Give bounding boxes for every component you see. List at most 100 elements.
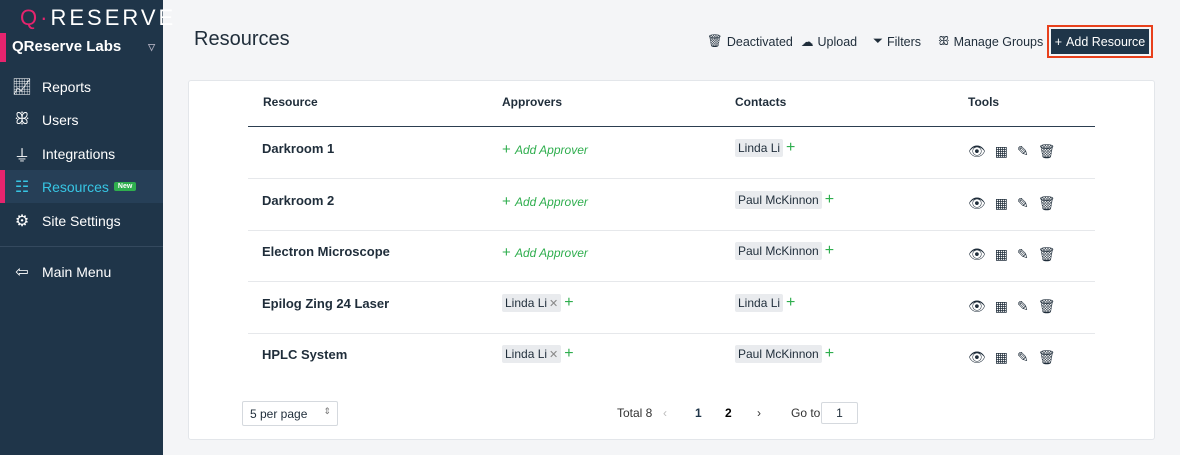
add-approver-label: Add Approver [514, 246, 588, 260]
contacts-cell: Paul McKinnon + [735, 242, 835, 261]
plug-icon: ⏚ [13, 147, 30, 165]
approver-tag: Linda Li ✕ [502, 345, 562, 364]
remove-icon[interactable]: ✕ [549, 297, 559, 310]
logo-dot: · [40, 5, 51, 30]
pencil-icon[interactable]: ✎ [1017, 297, 1029, 314]
manage-groups-label: Manage Groups [953, 34, 1044, 49]
new-badge: New [113, 182, 137, 191]
add-contact-plus-icon[interactable]: + [786, 139, 796, 156]
column-header-approvers: Approvers [502, 95, 563, 109]
manage-groups-button[interactable]: ꕥ Manage Groups [938, 34, 1043, 49]
approver-tag: Linda Li ✕ [502, 293, 562, 312]
org-selector[interactable]: QReserve Labs ▽ [0, 33, 163, 62]
pencil-icon[interactable]: ✎ [1017, 349, 1029, 365]
resource-name[interactable]: Darkroom 1 [262, 141, 335, 156]
prev-page-button[interactable]: ‹ [663, 406, 667, 420]
add-approver-plus-icon[interactable]: + [564, 345, 574, 362]
logo-text: RESERVE [50, 5, 177, 30]
calendar-icon[interactable]: ▦ [994, 194, 1009, 211]
filters-label: Filters [887, 34, 922, 49]
page-2-button[interactable]: 2 [725, 406, 732, 420]
users-icon: ꕥ [938, 34, 950, 48]
per-page-select[interactable]: 5 per page ⇕ [242, 401, 338, 426]
sidebar-item-users[interactable]: ꕥ Users [0, 103, 163, 136]
column-header-tools: Tools [968, 95, 1000, 109]
plus-icon: + [1054, 34, 1063, 49]
goto-input[interactable]: 1 [821, 402, 858, 424]
eye-icon[interactable]: 👁︎ [968, 143, 986, 159]
contact-tag: Linda Li [735, 293, 784, 312]
add-approver-label: Add Approver [514, 194, 588, 209]
table-row: Electron Microscope + Add Approver Paul M… [248, 230, 1095, 282]
logo: Q·RESERVE [20, 5, 176, 31]
tools-cell: 👁︎ ▦ ✎ 🗑︎ [968, 298, 1056, 315]
trash-icon[interactable]: 🗑︎ [1037, 297, 1056, 314]
trash-icon[interactable]: 🗑︎ [1037, 194, 1056, 211]
resource-name[interactable]: HPLC System [262, 347, 348, 362]
deactivated-button[interactable]: 🗑︎ Deactivated [707, 34, 793, 49]
sidebar-item-main-menu[interactable]: ⇦ Main Menu [0, 255, 163, 288]
contacts-cell: Linda Li + [735, 294, 795, 312]
resource-name[interactable]: Electron Microscope [262, 244, 390, 259]
next-page-button[interactable]: › [757, 406, 761, 420]
approvers-cell: Linda Li ✕ + [502, 294, 574, 312]
eye-icon[interactable]: 👁︎ [968, 246, 986, 262]
calendar-icon[interactable]: ▦ [994, 297, 1009, 314]
sidebar-item-reports[interactable]: 📈︎ Reports [0, 70, 163, 103]
approver-name: Linda Li [505, 295, 548, 310]
caret-down-icon: ▽ [148, 42, 155, 52]
page-title: Resources [194, 28, 290, 50]
calendar-icon[interactable]: ▦ [994, 143, 1009, 159]
add-contact-plus-icon[interactable]: + [824, 345, 835, 362]
sidebar-item-site-settings[interactable]: ⚙ Site Settings [0, 204, 163, 237]
eye-icon[interactable]: 👁︎ [968, 194, 986, 211]
calendar-icon[interactable]: ▦ [994, 246, 1009, 262]
trash-icon[interactable]: 🗑︎ [1037, 246, 1056, 262]
pencil-icon[interactable]: ✎ [1017, 246, 1029, 262]
sidebar-item-label: Users [42, 111, 79, 128]
add-approver-plus-icon[interactable]: + [564, 293, 574, 311]
approvers-cell: Linda Li ✕ + [502, 345, 574, 364]
table-row: Darkroom 1 + Add Approver Linda Li + 👁︎ ▦ ✎ 🗑… [248, 127, 1095, 179]
trash-icon[interactable]: 🗑︎ [1037, 143, 1056, 159]
per-page-value: 5 per page [250, 407, 308, 421]
resource-name[interactable]: Epilog Zing 24 Laser [262, 295, 390, 311]
column-header-contacts: Contacts [735, 95, 787, 109]
add-resource-label: Add Resource [1066, 34, 1146, 49]
sidebar-item-integrations[interactable]: ⏚ Integrations [0, 137, 163, 170]
add-resource-button[interactable]: + Add Resource [1047, 25, 1153, 58]
trash-icon[interactable]: 🗑︎ [1037, 349, 1056, 365]
sidebar-item-resources[interactable]: ☷ Resources New [0, 170, 163, 203]
add-approver-link[interactable]: + Add Approver [502, 141, 588, 158]
add-approver-link[interactable]: + Add Approver [502, 193, 588, 210]
logo-q: Q [20, 5, 41, 30]
tools-cell: 👁︎ ▦ ✎ 🗑︎ [968, 143, 1056, 160]
page-1-button[interactable]: 1 [695, 406, 702, 420]
divider [0, 246, 163, 247]
contacts-cell: Paul McKinnon + [735, 345, 835, 364]
add-contact-plus-icon[interactable]: + [824, 242, 835, 259]
eye-icon[interactable]: 👁︎ [968, 297, 986, 314]
pencil-icon[interactable]: ✎ [1017, 143, 1029, 159]
resource-name[interactable]: Darkroom 2 [262, 192, 335, 208]
add-contact-plus-icon[interactable]: + [824, 190, 835, 208]
chart-line-icon: 📈︎ [11, 78, 33, 96]
plus-icon: + [502, 192, 515, 210]
deactivated-label: Deactivated [726, 34, 793, 49]
column-header-resource: Resource [263, 95, 318, 109]
sidebar-item-label: Reports [42, 78, 92, 95]
eye-icon[interactable]: 👁︎ [968, 349, 986, 365]
upload-button[interactable]: ☁ Upload [801, 34, 857, 50]
remove-icon[interactable]: ✕ [549, 349, 559, 362]
contacts-cell: Linda Li + [735, 139, 796, 158]
add-contact-plus-icon[interactable]: + [786, 293, 796, 311]
calendar-icon[interactable]: ▦ [994, 349, 1009, 365]
gears-icon: ⚙ [14, 212, 30, 230]
filters-button[interactable]: ⏷ Filters [873, 34, 921, 49]
tools-cell: 👁︎ ▦ ✎ 🗑︎ [968, 195, 1056, 212]
table-row: Darkroom 2 + Add Approver Paul McKinnon + … [248, 179, 1095, 231]
pencil-icon[interactable]: ✎ [1017, 194, 1029, 211]
cloud-icon: ☁ [801, 35, 814, 49]
table-row: Epilog Zing 24 Laser Linda Li ✕ + Linda Li +… [248, 282, 1095, 334]
add-approver-link[interactable]: + Add Approver [502, 244, 588, 261]
